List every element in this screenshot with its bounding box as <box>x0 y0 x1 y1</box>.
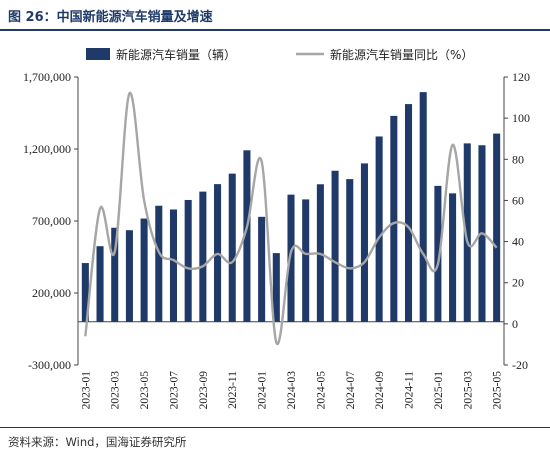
x-tick-label: 2023-07 <box>168 371 180 410</box>
x-tick-label: 2024-01 <box>257 371 269 410</box>
sales-bar <box>375 136 383 322</box>
sales-bar <box>404 104 413 322</box>
sales-bar <box>390 115 398 322</box>
chart-title: 图 26：中国新能源汽车销量及增速 <box>8 10 213 25</box>
right-tick-label: 20 <box>512 276 524 290</box>
tick-labels: -300,000 200,000 700,000 1,200,000 1,700,000… <box>23 70 530 409</box>
left-tick-label: 1,700,000 <box>23 70 71 84</box>
legend-bar-swatch <box>86 48 110 60</box>
x-tick-label: 2024-05 <box>315 371 327 410</box>
sales-bar <box>287 194 295 322</box>
x-tick-label: 2024-03 <box>286 371 298 410</box>
yoy-line-path <box>84 92 498 346</box>
sales-bar <box>434 185 442 322</box>
legend: 新能源汽车销量（辆） 新能源汽车销量同比（%） <box>86 47 473 62</box>
sales-bar <box>272 253 280 322</box>
sales-bar <box>243 150 251 322</box>
x-tick-label: 2023-05 <box>139 371 151 410</box>
right-tick-label: 80 <box>512 152 524 166</box>
x-tick-label: 2025-05 <box>492 371 504 410</box>
sales-bar <box>184 199 192 322</box>
sales-bar <box>140 218 148 322</box>
source-note: 资料来源：Wind，国海证券研究所 <box>8 435 187 449</box>
left-tick-label: 1,200,000 <box>23 142 71 156</box>
sales-bar <box>360 163 368 322</box>
x-tick-label: 2023-01 <box>80 371 92 410</box>
legend-bar-label: 新能源汽车销量（辆） <box>116 47 236 62</box>
sales-bar <box>346 179 354 322</box>
legend-line-label: 新能源汽车销量同比（%） <box>330 47 473 62</box>
x-tick-label: 2024-09 <box>374 371 386 410</box>
x-tick-label: 2024-07 <box>345 371 357 410</box>
sales-bar <box>169 209 178 322</box>
left-tick-label: -300,000 <box>28 358 71 372</box>
sales-bar <box>331 170 339 322</box>
sales-bar <box>199 191 207 322</box>
x-tick-label: 2023-09 <box>198 371 210 410</box>
source-divider <box>0 427 550 428</box>
right-tick-label: 0 <box>512 317 518 331</box>
sales-bar <box>463 143 471 322</box>
left-tick-label: 200,000 <box>32 286 71 300</box>
x-tick-label: 2025-01 <box>433 371 445 410</box>
right-tick-label: 40 <box>512 235 524 249</box>
sales-bar <box>493 133 501 322</box>
axes <box>74 76 508 366</box>
sales-bar <box>125 230 133 322</box>
chart: 新能源汽车销量（辆） 新能源汽车销量同比（%） -300,000 200,000 7… <box>23 47 530 409</box>
title-divider <box>0 29 550 31</box>
sales-bar <box>96 246 104 322</box>
left-tick-label: 700,000 <box>32 214 71 228</box>
sales-bar <box>81 263 89 322</box>
x-tick-label: 2024-11 <box>404 371 416 409</box>
sales-bar <box>155 205 163 322</box>
yoy-line <box>84 92 498 346</box>
sales-bar <box>302 199 310 322</box>
x-tick-label: 2023-03 <box>110 371 122 410</box>
sales-bar <box>449 193 457 322</box>
sales-bar <box>111 227 119 322</box>
sales-bar <box>419 92 427 322</box>
right-tick-label: 120 <box>512 70 530 84</box>
x-tick-label: 2025-03 <box>462 371 474 410</box>
x-tick-label: 2023-11 <box>227 371 239 409</box>
sales-bar <box>228 173 236 322</box>
right-tick-label: 100 <box>512 111 530 125</box>
sales-bar <box>258 216 266 322</box>
right-tick-label: -20 <box>512 358 528 372</box>
right-tick-label: 60 <box>512 193 524 207</box>
